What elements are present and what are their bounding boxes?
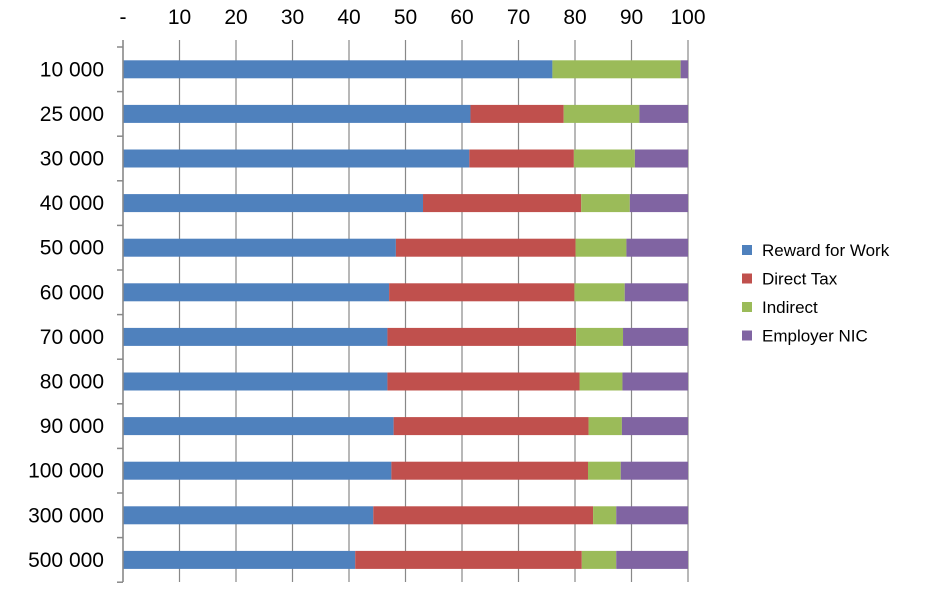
category-label-5: 60 000 bbox=[40, 281, 104, 304]
x-tick-label-1: 10 bbox=[168, 6, 191, 29]
legend-swatch-0 bbox=[742, 245, 752, 255]
bar-direct-tax-5 bbox=[389, 283, 575, 302]
bar-reward-for-work-10 bbox=[123, 506, 374, 525]
category-label-2: 30 000 bbox=[40, 148, 104, 171]
legend-swatch-3 bbox=[742, 330, 752, 341]
axes bbox=[117, 40, 124, 583]
bar-direct-tax-8 bbox=[393, 417, 589, 436]
bar-direct-tax-1 bbox=[470, 104, 564, 123]
category-labels: 10 000 25 000 30 000 40 000 50 000 60 000 70 0… bbox=[28, 58, 104, 572]
bar-indirect-3 bbox=[581, 194, 630, 213]
x-tick-label-5: 50 bbox=[394, 6, 417, 29]
category-label-6: 70 000 bbox=[40, 326, 104, 349]
bar-reward-for-work-11 bbox=[123, 550, 356, 569]
bar-reward-for-work-6 bbox=[123, 327, 388, 346]
gridlines bbox=[122, 40, 689, 582]
bar-indirect-5 bbox=[574, 283, 625, 302]
category-label-4: 50 000 bbox=[40, 237, 104, 260]
x-tick-labels: - 10 20 30 40 50 60 70 80 90 100 bbox=[120, 6, 706, 29]
bar-direct-tax-6 bbox=[387, 327, 577, 346]
x-tick-label-8: 80 bbox=[563, 6, 586, 29]
bar-reward-for-work-7 bbox=[123, 372, 388, 391]
bar-indirect-4 bbox=[575, 238, 627, 257]
bar-employer-nic-10 bbox=[616, 506, 688, 525]
bar-direct-tax-9 bbox=[391, 461, 588, 480]
legend-label-0: Reward for Work bbox=[762, 241, 890, 260]
bar-employer-nic-1 bbox=[639, 104, 688, 123]
category-label-10: 300 000 bbox=[28, 504, 104, 527]
x-tick-label-7: 70 bbox=[507, 6, 530, 29]
bar-direct-tax-10 bbox=[373, 506, 594, 525]
bar-employer-nic-7 bbox=[622, 372, 688, 391]
bar-indirect-6 bbox=[576, 327, 624, 346]
legend: Reward for Work Direct Tax Indirect Employe… bbox=[742, 241, 890, 346]
x-tick-label-0: - bbox=[120, 6, 127, 29]
legend-label-1: Direct Tax bbox=[762, 270, 838, 289]
x-tick-label-4: 40 bbox=[337, 6, 360, 29]
bar-employer-nic-2 bbox=[634, 149, 688, 168]
legend-swatch-1 bbox=[742, 273, 752, 284]
category-label-1: 25 000 bbox=[40, 103, 104, 126]
bar-reward-for-work-9 bbox=[123, 461, 392, 480]
bar-direct-tax-3 bbox=[423, 194, 582, 213]
category-label-9: 100 000 bbox=[28, 460, 104, 483]
category-label-11: 500 000 bbox=[28, 549, 104, 572]
bar-employer-nic-11 bbox=[616, 550, 688, 569]
x-tick-label-9: 90 bbox=[620, 6, 643, 29]
bar-employer-nic-8 bbox=[621, 417, 688, 436]
bar-reward-for-work-3 bbox=[123, 194, 424, 213]
bar-employer-nic-3 bbox=[629, 194, 688, 213]
category-label-7: 80 000 bbox=[40, 371, 104, 394]
bar-reward-for-work-0 bbox=[123, 60, 553, 79]
bar-reward-for-work-1 bbox=[123, 104, 471, 123]
category-label-3: 40 000 bbox=[40, 192, 104, 215]
x-tick-label-2: 20 bbox=[224, 6, 247, 29]
bars bbox=[123, 60, 688, 569]
x-tick-label-10: 100 bbox=[670, 6, 705, 29]
bar-indirect-10 bbox=[593, 506, 617, 525]
bar-indirect-0 bbox=[552, 60, 681, 79]
bar-indirect-8 bbox=[588, 417, 622, 436]
bar-employer-nic-9 bbox=[620, 461, 688, 480]
bar-direct-tax-2 bbox=[469, 149, 574, 168]
legend-label-2: Indirect bbox=[762, 298, 818, 317]
legend-label-3: Employer NIC bbox=[762, 327, 868, 346]
bar-reward-for-work-5 bbox=[123, 283, 390, 302]
category-label-0: 10 000 bbox=[40, 58, 104, 81]
bar-reward-for-work-4 bbox=[123, 238, 396, 257]
category-label-8: 90 000 bbox=[40, 415, 104, 438]
x-tick-label-3: 30 bbox=[281, 6, 304, 29]
bar-indirect-7 bbox=[579, 372, 623, 391]
legend-swatch-2 bbox=[742, 302, 752, 312]
x-tick-label-6: 60 bbox=[450, 6, 473, 29]
bar-indirect-11 bbox=[581, 550, 617, 569]
bar-indirect-9 bbox=[587, 461, 621, 480]
bar-employer-nic-0 bbox=[680, 60, 688, 79]
bar-reward-for-work-8 bbox=[123, 417, 394, 436]
bar-reward-for-work-2 bbox=[123, 149, 470, 168]
bar-direct-tax-4 bbox=[395, 238, 576, 257]
bar-direct-tax-11 bbox=[355, 550, 582, 569]
bar-employer-nic-4 bbox=[626, 238, 688, 257]
bar-employer-nic-5 bbox=[624, 283, 688, 302]
bar-indirect-2 bbox=[573, 149, 635, 168]
bar-indirect-1 bbox=[563, 104, 640, 123]
bar-direct-tax-7 bbox=[387, 372, 580, 391]
bar-employer-nic-6 bbox=[623, 327, 688, 346]
